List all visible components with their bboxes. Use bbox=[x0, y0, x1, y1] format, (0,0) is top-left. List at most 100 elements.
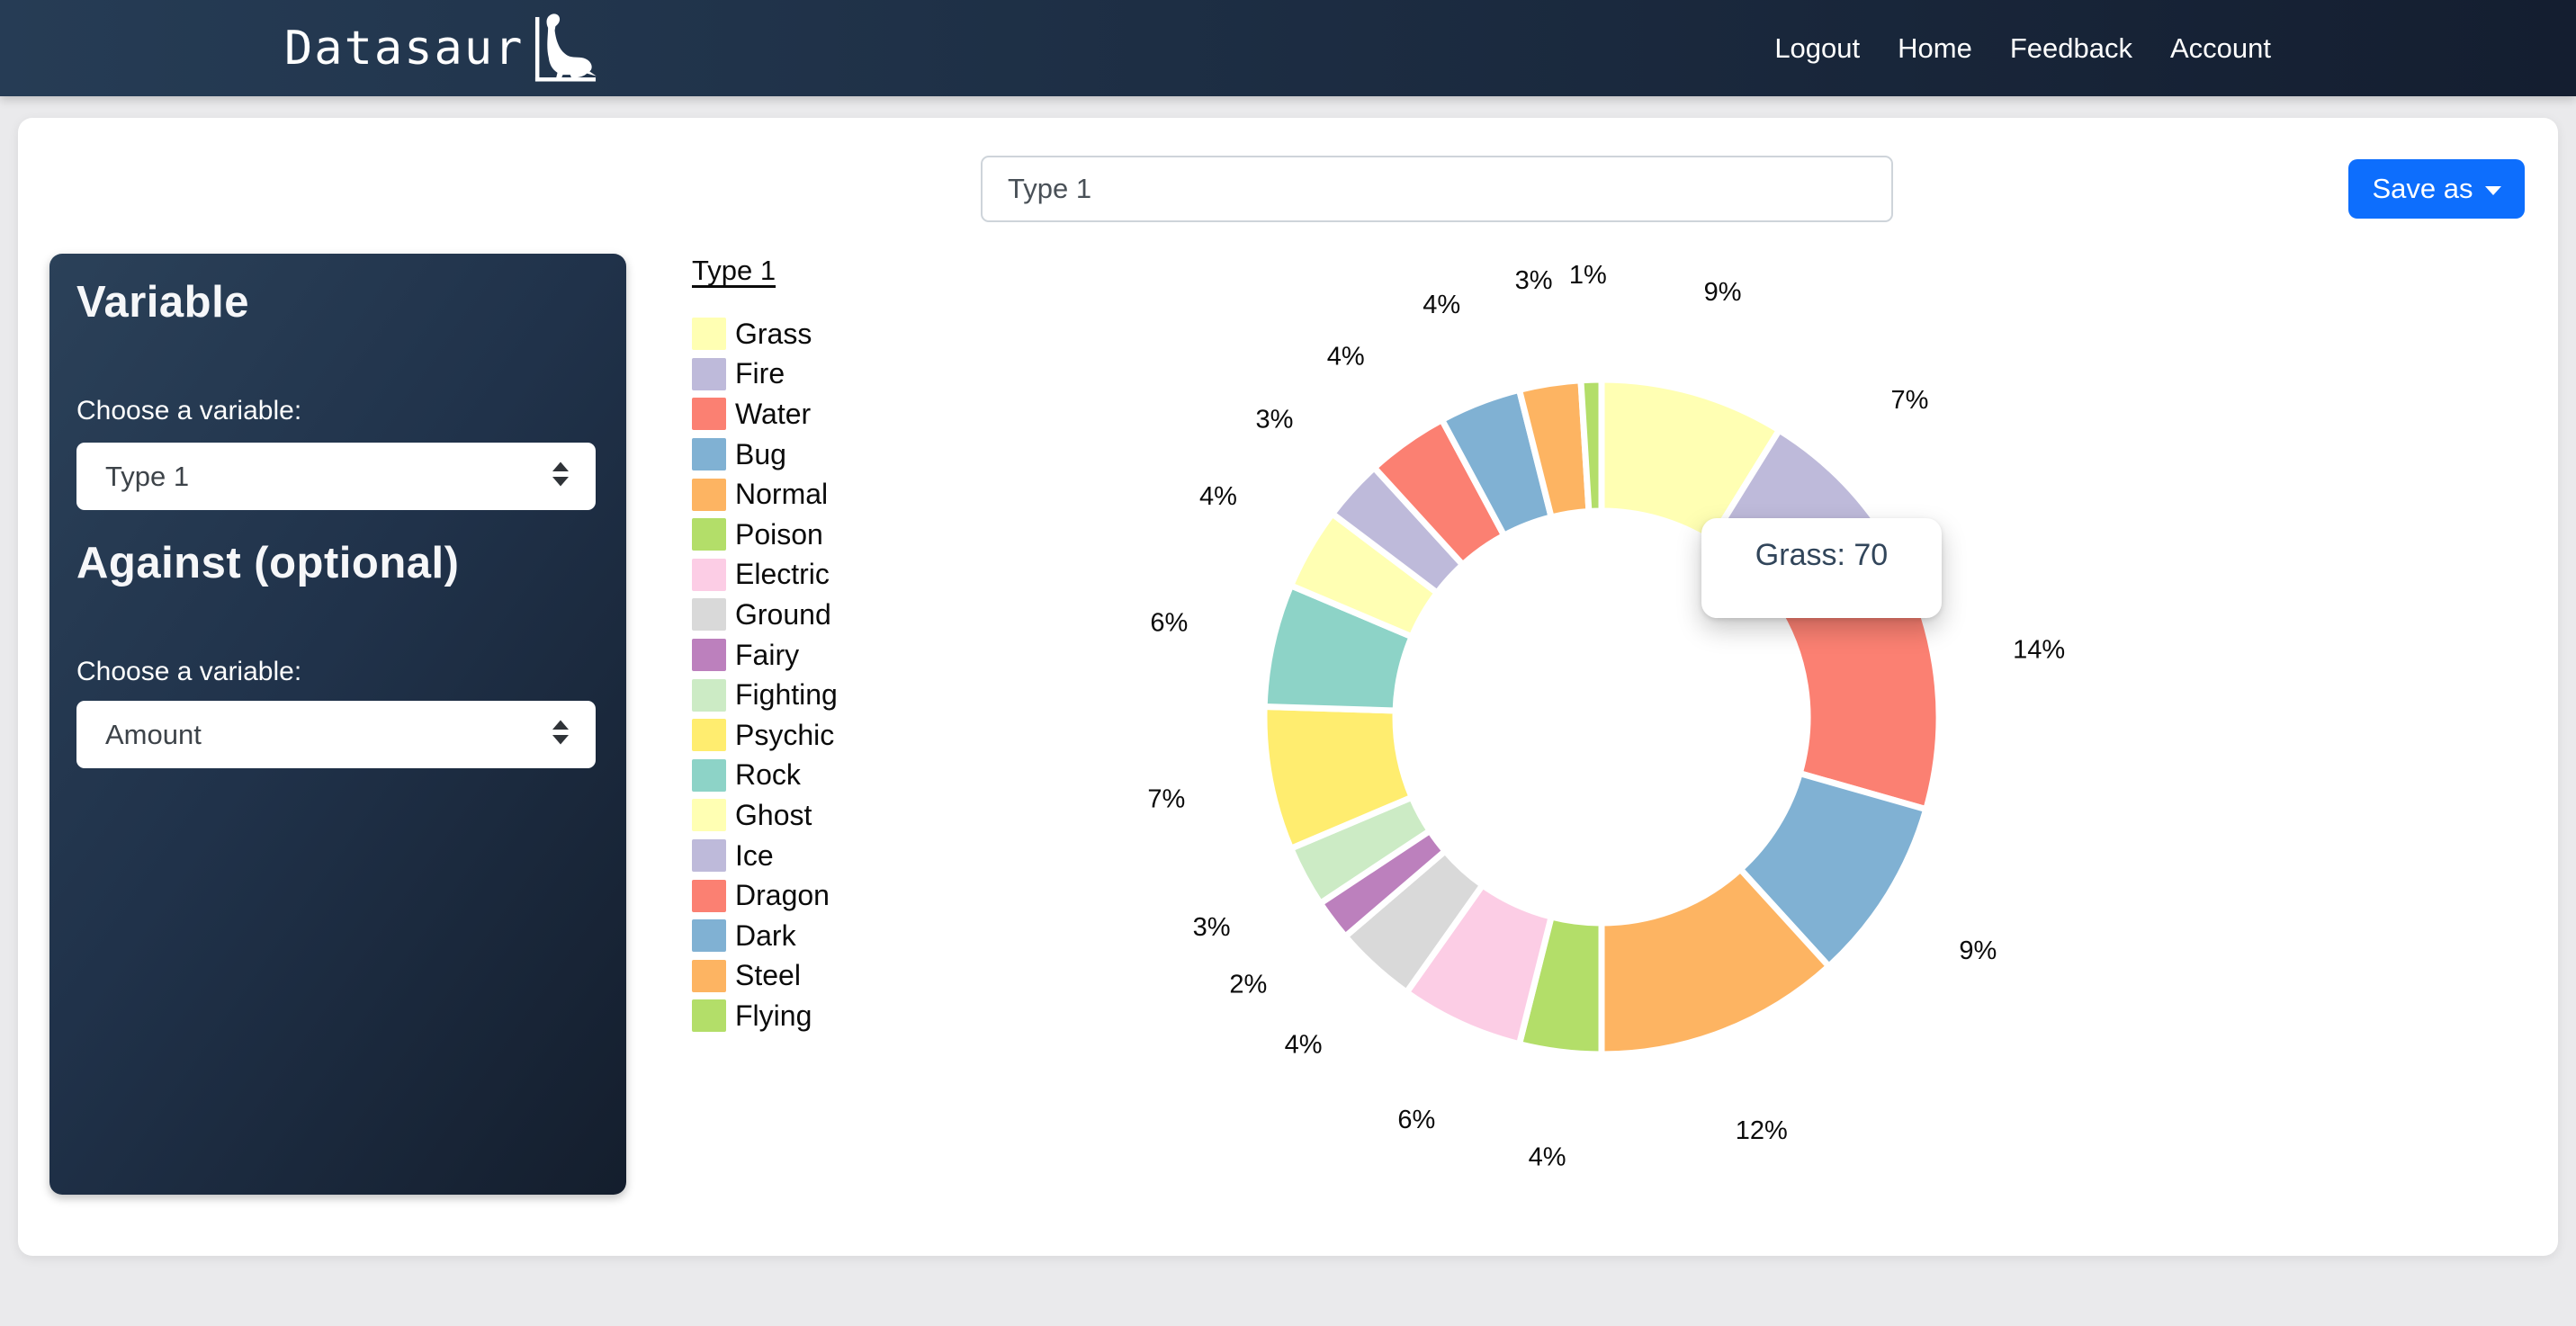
brand-name: Datasaur bbox=[284, 21, 525, 76]
legend-label: Fairy bbox=[735, 638, 800, 671]
legend-item-poison[interactable]: Poison bbox=[692, 515, 838, 555]
legend-swatch bbox=[692, 959, 726, 992]
percent-label-fighting: 3% bbox=[1193, 913, 1231, 942]
nav-feedback[interactable]: Feedback bbox=[2009, 31, 2132, 64]
variable-sidebar: Variable Choose a variable: Type 1 Again… bbox=[49, 254, 626, 1195]
legend-swatch bbox=[692, 478, 726, 511]
percent-label-steel: 3% bbox=[1515, 266, 1553, 295]
legend-swatch bbox=[692, 758, 726, 792]
legend-swatch bbox=[692, 518, 726, 551]
legend-item-grass[interactable]: Grass bbox=[692, 314, 838, 354]
legend-label: Dragon bbox=[735, 879, 830, 912]
legend-item-rock[interactable]: Rock bbox=[692, 756, 838, 796]
legend-swatch bbox=[692, 398, 726, 431]
legend-swatch bbox=[692, 318, 726, 351]
legend-swatch bbox=[692, 639, 726, 672]
legend-swatch bbox=[692, 678, 726, 712]
percent-label-dragon: 4% bbox=[1327, 342, 1365, 371]
percent-label-grass: 9% bbox=[1704, 278, 1742, 307]
legend-item-fire[interactable]: Fire bbox=[692, 354, 838, 395]
percent-label-flying: 1% bbox=[1569, 265, 1607, 290]
legend-label: Flying bbox=[735, 999, 812, 1032]
legend-label: Normal bbox=[735, 478, 829, 511]
percent-label-fire: 7% bbox=[1891, 386, 1929, 415]
legend-label: Water bbox=[735, 397, 812, 430]
legend-item-dark[interactable]: Dark bbox=[692, 916, 838, 956]
variable-select[interactable]: Type 1 bbox=[76, 443, 596, 510]
legend-item-ground[interactable]: Ground bbox=[692, 595, 838, 635]
datasaur-dinosaur-icon bbox=[525, 6, 603, 90]
chart-legend: Grass Fire Water Bug Normal Poison Electric Gro… bbox=[692, 314, 838, 1036]
legend-item-fairy[interactable]: Fairy bbox=[692, 635, 838, 676]
percent-label-ice: 3% bbox=[1255, 406, 1293, 435]
percent-label-rock: 6% bbox=[1150, 609, 1188, 638]
legend-item-fighting[interactable]: Fighting bbox=[692, 675, 838, 715]
legend-swatch bbox=[692, 719, 726, 752]
legend-label: Rock bbox=[735, 758, 801, 792]
legend-item-flying[interactable]: Flying bbox=[692, 996, 838, 1036]
doughnut-chart: 9% 7% 14% 9% 12% 4% 6% 4% 2% 3% 7% 6% 4% 3% 4% 4% 3% 1% bbox=[1147, 265, 2065, 1171]
legend-item-ghost[interactable]: Ghost bbox=[692, 795, 838, 836]
percent-label-psychic: 7% bbox=[1147, 784, 1185, 813]
nav-account[interactable]: Account bbox=[2169, 31, 2271, 64]
legend-item-psychic[interactable]: Psychic bbox=[692, 715, 838, 756]
percent-label-poison: 4% bbox=[1529, 1142, 1566, 1171]
legend-swatch bbox=[692, 839, 726, 873]
percent-label-normal: 12% bbox=[1736, 1116, 1788, 1145]
save-as-button[interactable]: Save as bbox=[2348, 159, 2525, 219]
slice-flying[interactable] bbox=[1577, 376, 1605, 515]
legend-label: Bug bbox=[735, 437, 786, 470]
against-choose-label: Choose a variable: bbox=[76, 657, 302, 686]
percent-label-electric: 6% bbox=[1397, 1106, 1435, 1134]
legend-swatch bbox=[692, 438, 726, 471]
chart-title-input[interactable] bbox=[981, 156, 1893, 222]
legend-label: Fighting bbox=[735, 678, 838, 712]
brand-logo[interactable]: Datasaur bbox=[284, 0, 603, 96]
legend-label: Ground bbox=[735, 597, 831, 631]
select-arrows-icon bbox=[549, 461, 572, 492]
legend-item-electric[interactable]: Electric bbox=[692, 555, 838, 596]
legend-label: Grass bbox=[735, 317, 812, 350]
navbar: Datasaur Logout Home Feedback Account bbox=[0, 0, 2576, 96]
percent-label-ghost: 4% bbox=[1199, 482, 1237, 511]
legend-item-steel[interactable]: Steel bbox=[692, 956, 838, 997]
nav-home[interactable]: Home bbox=[1898, 31, 1972, 64]
legend-label: Ghost bbox=[735, 798, 812, 831]
percent-label-fairy: 2% bbox=[1229, 970, 1267, 999]
legend-item-dragon[interactable]: Dragon bbox=[692, 875, 838, 916]
percent-label-ground: 4% bbox=[1285, 1031, 1323, 1060]
legend-swatch bbox=[692, 879, 726, 912]
legend-title: Type 1 bbox=[692, 255, 776, 286]
legend-swatch bbox=[692, 919, 726, 953]
legend-item-ice[interactable]: Ice bbox=[692, 836, 838, 876]
legend-label: Fire bbox=[735, 357, 785, 390]
caret-down-icon bbox=[2484, 186, 2501, 195]
nav-logout[interactable]: Logout bbox=[1774, 31, 1861, 64]
legend-label: Psychic bbox=[735, 718, 835, 751]
variable-select-value: Type 1 bbox=[105, 460, 190, 492]
legend-label: Electric bbox=[735, 558, 830, 591]
against-select[interactable]: Amount bbox=[76, 701, 596, 768]
main-panel: Variable Choose a variable: Type 1 Again… bbox=[18, 118, 2558, 1256]
percent-label-dark: 4% bbox=[1423, 291, 1460, 319]
save-as-label: Save as bbox=[2372, 173, 2473, 204]
against-heading: Against (optional) bbox=[76, 539, 460, 587]
legend-item-normal[interactable]: Normal bbox=[692, 474, 838, 515]
legend-item-water[interactable]: Water bbox=[692, 394, 838, 435]
legend-item-bug[interactable]: Bug bbox=[692, 435, 838, 475]
percent-label-bug: 9% bbox=[1959, 936, 1997, 965]
legend-swatch bbox=[692, 999, 726, 1033]
legend-label: Dark bbox=[735, 918, 796, 952]
legend-label: Poison bbox=[735, 517, 823, 551]
chart-tooltip: Grass: 70 bbox=[1701, 518, 1942, 618]
percent-label-water: 14% bbox=[2013, 636, 2065, 665]
variable-choose-label: Choose a variable: bbox=[76, 396, 302, 426]
legend-swatch bbox=[692, 357, 726, 390]
legend-swatch bbox=[692, 598, 726, 632]
chart-tooltip-text: Grass: 70 bbox=[1755, 538, 1889, 572]
against-select-value: Amount bbox=[105, 718, 202, 750]
nav-links: Logout Home Feedback Account bbox=[1774, 0, 2271, 96]
variable-heading: Variable bbox=[76, 278, 249, 327]
legend-swatch bbox=[692, 799, 726, 832]
select-arrows-icon bbox=[549, 719, 572, 750]
